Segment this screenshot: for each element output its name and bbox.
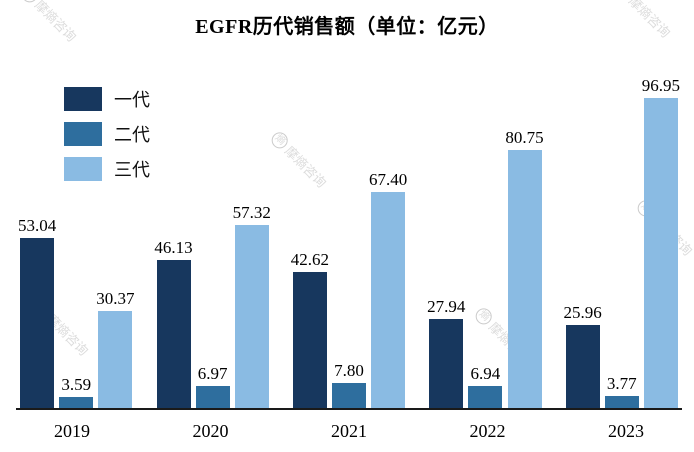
x-axis-labels: 2019 2020 2021 2022 2023 (16, 421, 682, 442)
bar-value-label: 96.95 (641, 75, 680, 95)
bar (565, 324, 600, 408)
legend-item: 一代 (64, 86, 150, 112)
bar-value-label: 27.94 (427, 296, 466, 316)
bar-value-label: 57.32 (232, 202, 271, 222)
bar-cell: 7.80 (332, 361, 366, 408)
bar-group: 53.04 3.59 30.37 (18, 216, 135, 408)
watermark-logo-icon: 熵 (612, 0, 636, 2)
bar-cell: 30.37 (96, 288, 135, 408)
legend-label: 三代 (114, 160, 150, 180)
bar (20, 238, 55, 408)
legend-item: 二代 (64, 121, 150, 147)
chart-title: EGFR历代销售额（单位：亿元） (195, 16, 499, 38)
legend-swatch (64, 157, 102, 181)
bar (468, 385, 503, 408)
legend-item: 三代 (64, 156, 150, 182)
bar-cell: 46.13 (154, 238, 193, 408)
bar-group: 25.96 3.77 96.95 (564, 76, 680, 408)
bar (604, 395, 639, 408)
bar-cell: 27.94 (427, 297, 465, 408)
plot-area: 53.04 3.59 30.37 46.13 6.97 57.32 42.62 7.80 67.… (16, 76, 682, 410)
bar-value-label: 7.80 (334, 361, 364, 380)
bar (292, 271, 327, 408)
x-tick-label: 2020 (192, 421, 229, 441)
bar-group: 42.62 7.80 67.40 (291, 170, 407, 408)
bar (429, 318, 464, 408)
bar-value-label: 6.94 (470, 363, 501, 383)
legend: 一代 二代 三代 (64, 86, 150, 182)
legend-label: 二代 (114, 125, 150, 145)
bar (332, 383, 366, 408)
legend-swatch (64, 87, 102, 111)
bar (507, 149, 542, 408)
bar-cell: 57.32 (233, 203, 271, 408)
bar-value-label: 30.37 (96, 288, 135, 308)
legend-swatch (64, 122, 102, 146)
bar-cell: 3.59 (59, 374, 94, 408)
x-tick-label: 2019 (54, 421, 90, 441)
x-tick-label: 2021 (331, 421, 367, 441)
x-tick-label: 2022 (469, 421, 506, 441)
bar (371, 192, 406, 408)
bar-value-label: 42.62 (290, 249, 329, 269)
bar-cell: 3.77 (604, 373, 639, 408)
bar-cell: 6.94 (468, 363, 503, 408)
legend-label: 一代 (114, 90, 150, 110)
bar-cell: 96.95 (642, 76, 680, 408)
bar-cell: 53.04 (18, 216, 56, 408)
bar-value-label: 46.13 (154, 238, 193, 258)
bar-cell: 42.62 (291, 250, 329, 408)
bar-value-label: 67.40 (369, 170, 408, 190)
bar-group: 27.94 6.94 80.75 (427, 128, 544, 408)
bar-value-label: 80.75 (505, 127, 544, 147)
bar (59, 396, 94, 408)
x-tick-label: 2023 (608, 421, 644, 441)
bar (98, 310, 133, 408)
bar-value-label: 6.97 (197, 363, 228, 383)
bar-value-label: 53.04 (18, 216, 57, 236)
bar-value-label: 25.96 (563, 302, 602, 322)
bar-cell: 67.40 (369, 170, 407, 408)
bar (195, 385, 230, 408)
bar (156, 260, 191, 408)
bar-cell: 25.96 (564, 303, 602, 408)
bar-group: 46.13 6.97 57.32 (154, 203, 271, 408)
bar-value-label: 3.59 (61, 374, 92, 394)
watermark-logo-icon: 熵 (18, 0, 42, 6)
bar (234, 224, 269, 408)
bar-value-label: 3.77 (606, 373, 637, 393)
bar-cell: 80.75 (505, 127, 544, 408)
bar (643, 97, 678, 408)
bar-cell: 6.97 (195, 363, 230, 408)
